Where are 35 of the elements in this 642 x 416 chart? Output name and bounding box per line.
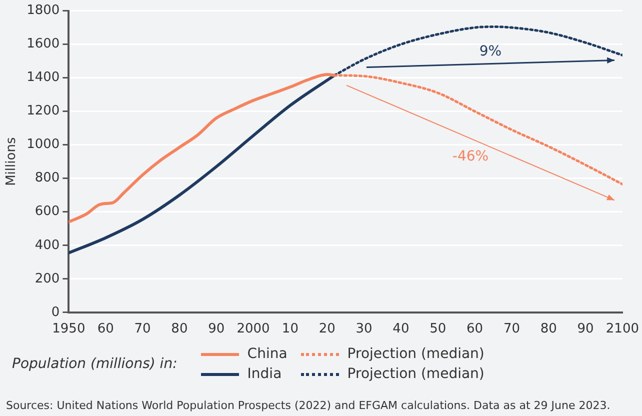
x-tick-label: 90 bbox=[208, 322, 225, 337]
legend-title: Population (millions) in: bbox=[12, 356, 178, 372]
x-tick-label: 80 bbox=[540, 322, 557, 337]
x-tick-label: 40 bbox=[392, 322, 410, 337]
x-tick-label: 2000 bbox=[236, 322, 270, 337]
y-axis-title: Millions bbox=[4, 137, 20, 186]
x-tick-label: 80 bbox=[171, 322, 188, 337]
y-tick-label: 1400 bbox=[26, 70, 60, 86]
x-tick-label: 60 bbox=[97, 322, 114, 337]
x-tick-label: 60 bbox=[466, 322, 484, 337]
y-tick-label: 200 bbox=[34, 271, 60, 286]
y-tick-label: 600 bbox=[34, 204, 60, 220]
source-note: Sources: United Nations World Population Prospects (2022) and EFGAM calculations. Data as at 29 June 2023. bbox=[6, 399, 610, 412]
x-tick-label: 10 bbox=[282, 322, 298, 337]
annotation: 9% bbox=[479, 43, 502, 60]
y-tick-label: 1200 bbox=[26, 104, 60, 119]
y-tick-label: 1000 bbox=[26, 137, 60, 152]
x-tick-label: 70 bbox=[134, 322, 151, 337]
x-tick-label: 30 bbox=[356, 322, 372, 337]
legend-label: Projection (median) bbox=[347, 346, 484, 362]
y-tick-label: 800 bbox=[34, 170, 60, 186]
y-tick-label: 400 bbox=[34, 238, 60, 253]
x-tick-label: 20 bbox=[318, 322, 336, 337]
legend-label: China bbox=[247, 346, 288, 362]
x-tick-label: 2100 bbox=[606, 322, 640, 337]
x-tick-label: 1950 bbox=[52, 322, 86, 337]
x-tick-label: 90 bbox=[577, 322, 594, 337]
x-tick-label: 50 bbox=[430, 322, 446, 337]
y-tick-label: 1600 bbox=[26, 36, 60, 52]
legend-label: Projection (median) bbox=[347, 366, 484, 382]
y-tick-label: 1800 bbox=[26, 3, 60, 18]
annotation: -46% bbox=[452, 148, 489, 164]
legend-label: India bbox=[247, 366, 282, 382]
y-tick-label: 0 bbox=[51, 304, 60, 320]
x-tick-label: 70 bbox=[503, 322, 520, 337]
